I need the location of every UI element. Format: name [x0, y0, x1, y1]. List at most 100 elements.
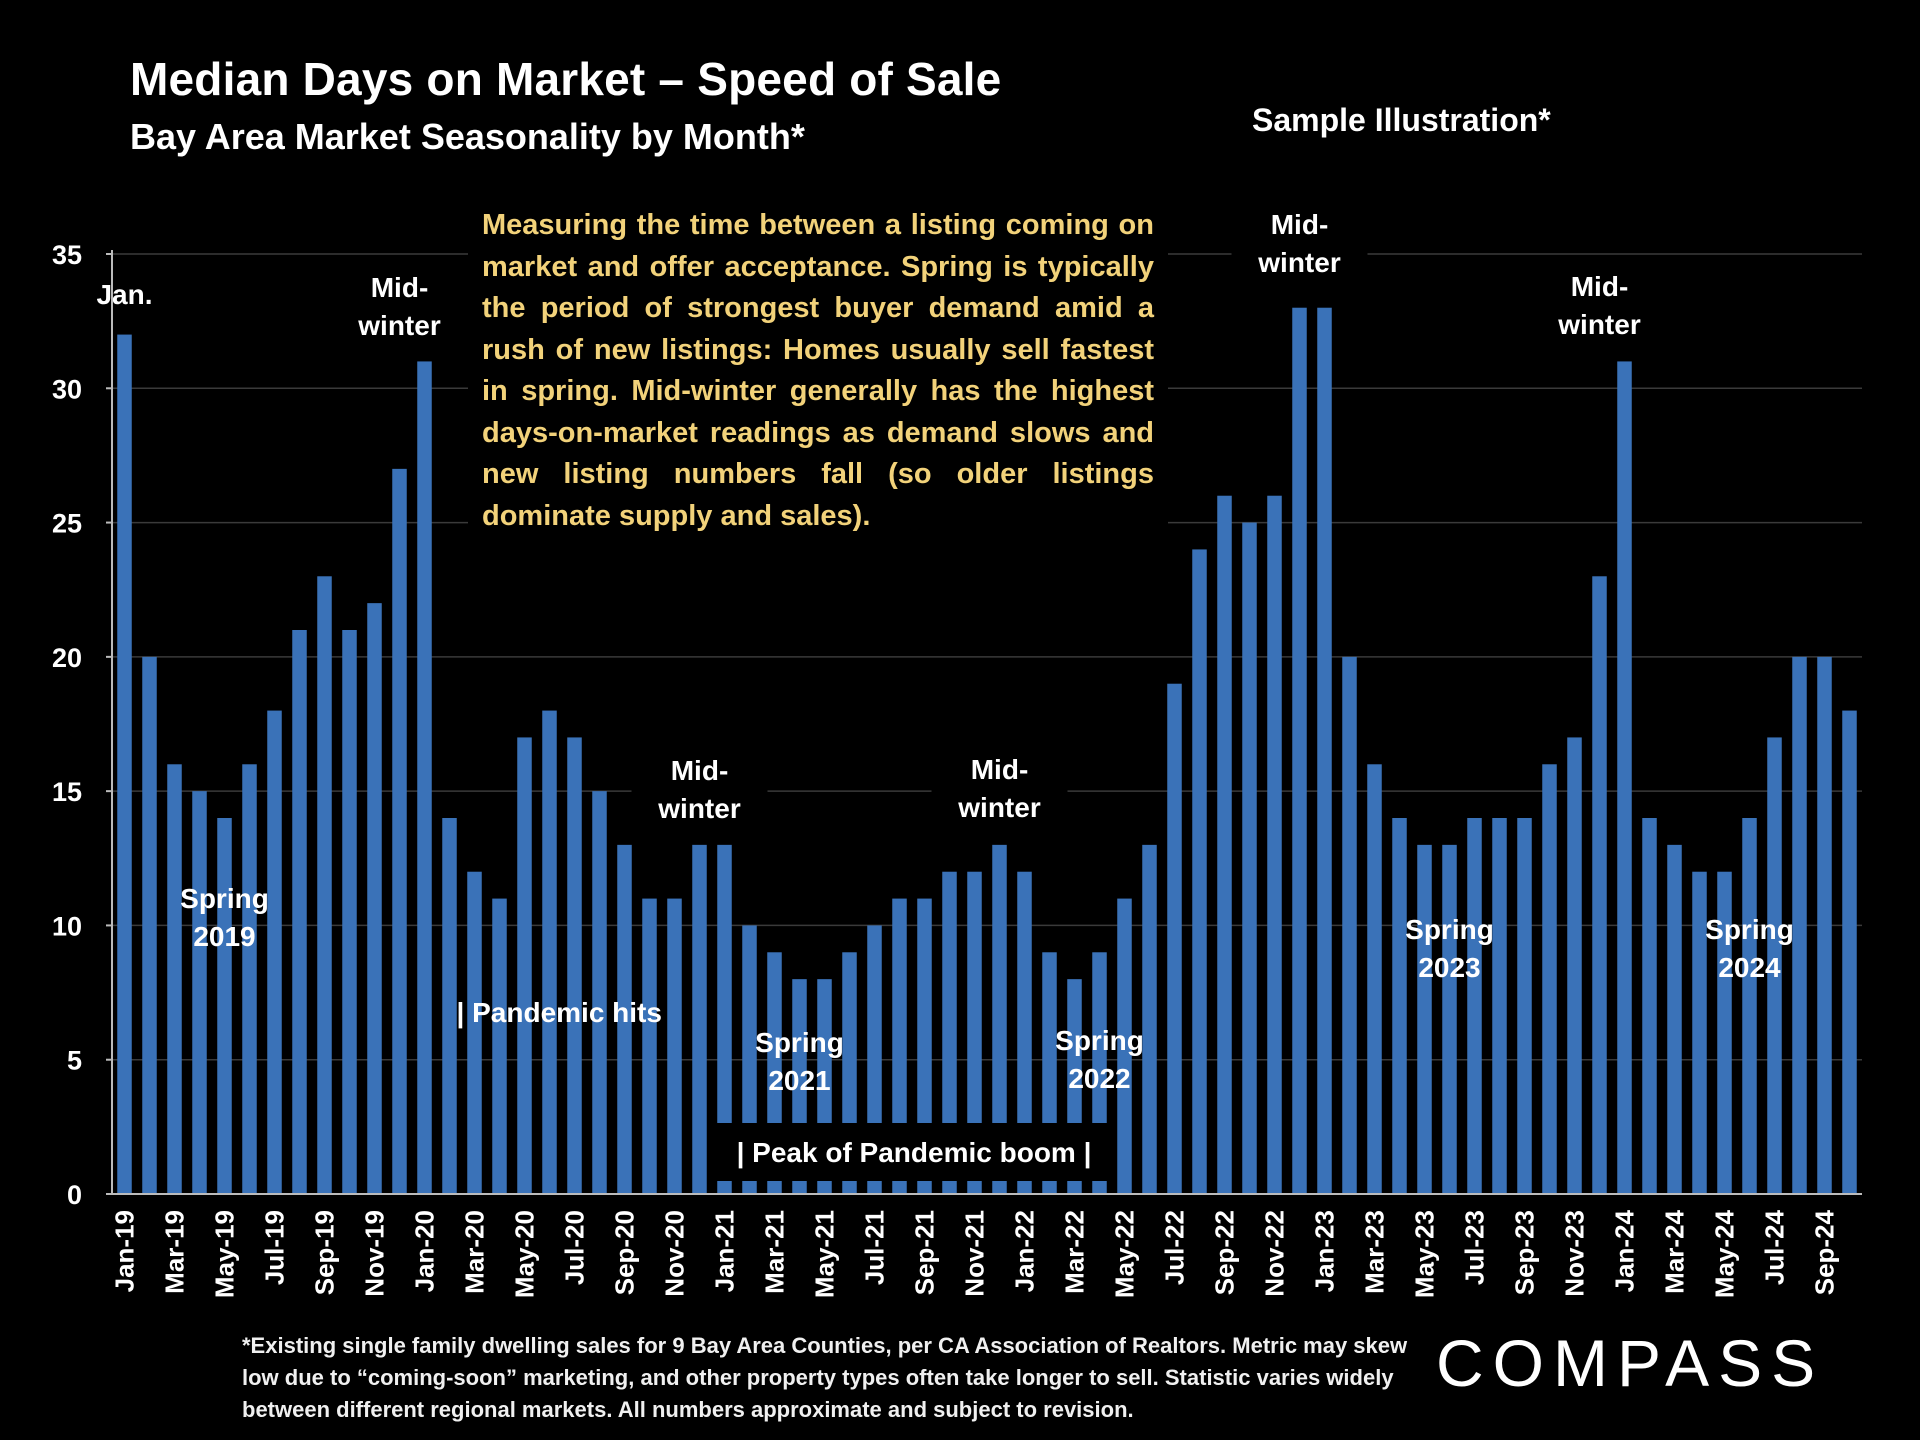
peak-label-box — [712, 1123, 1116, 1181]
x-tick-label: Jul-23 — [1460, 1210, 1490, 1285]
chart-subtitle: Bay Area Market Seasonality by Month* — [130, 116, 805, 157]
bar-Oct-22 — [1242, 522, 1257, 1194]
bar-Jun-20 — [542, 710, 557, 1194]
annotation-backing — [631, 748, 768, 828]
annotation-label: Spring — [1705, 914, 1794, 945]
bar-May-24 — [1717, 871, 1732, 1194]
x-tick-label: Jan-22 — [1010, 1210, 1040, 1292]
annotation-label: 2022 — [1068, 1063, 1130, 1094]
bar-Mar-19 — [167, 764, 182, 1194]
x-tick-label: May-21 — [810, 1210, 840, 1298]
annotation-label: Mid- — [371, 272, 429, 303]
bar-Nov-22 — [1267, 495, 1282, 1194]
compass-logo: COMPASS — [1436, 1326, 1825, 1400]
annotation-label: | Pandemic hits — [457, 997, 662, 1028]
bar-Sep-22 — [1217, 495, 1232, 1194]
annotation-label: Jan. — [96, 279, 152, 310]
x-tick-label: Sep-22 — [1210, 1210, 1240, 1295]
bar-Apr-24 — [1692, 871, 1707, 1194]
annotation-label: winter — [1257, 247, 1341, 278]
bar-Jun-23 — [1442, 844, 1457, 1194]
bar-Feb-20 — [442, 818, 457, 1194]
annotation-backing — [1231, 202, 1368, 282]
x-tick-label: Sep-24 — [1810, 1209, 1840, 1295]
bar-Jul-19 — [267, 710, 282, 1194]
sample-illustration-label: Sample Illustration* — [1252, 102, 1551, 138]
bar-Apr-20 — [492, 898, 507, 1194]
bar-Jan-21 — [717, 844, 732, 1194]
bar-Jun-22 — [1142, 844, 1157, 1194]
bar-Jul-22 — [1167, 683, 1182, 1194]
annotation-label: Spring — [1405, 914, 1494, 945]
bar-Aug-21 — [892, 898, 907, 1194]
x-tick-label: Mar-19 — [160, 1210, 190, 1294]
annotation-label: 2023 — [1418, 952, 1480, 983]
bar-Dec-23 — [1592, 576, 1607, 1194]
bar-Oct-20 — [642, 898, 657, 1194]
bar-Oct-23 — [1542, 764, 1557, 1194]
y-tick-label: 20 — [52, 643, 82, 673]
bar-Dec-22 — [1292, 307, 1307, 1194]
x-tick-label: Sep-21 — [910, 1210, 940, 1295]
annotation-label: Mid- — [671, 755, 729, 786]
bar-Apr-19 — [192, 791, 207, 1194]
annotation-label: Spring — [180, 883, 269, 914]
annotation-label: winter — [657, 793, 741, 824]
bar-Aug-22 — [1192, 549, 1207, 1194]
x-tick-label: Sep-23 — [1510, 1210, 1540, 1295]
axes — [106, 250, 1862, 1195]
x-tick-label: Mar-24 — [1660, 1209, 1690, 1293]
bar-May-23 — [1417, 844, 1432, 1194]
x-tick-label: May-20 — [510, 1210, 540, 1298]
x-tick-label: Jul-19 — [260, 1210, 290, 1285]
annotation-label: 2024 — [1718, 952, 1781, 983]
explanation-callout: Measuring the time between a listing com… — [468, 205, 1168, 537]
x-tick-label: Mar-23 — [1360, 1210, 1390, 1294]
annotation-label: winter — [357, 310, 441, 341]
annotation-label: Mid- — [1271, 209, 1329, 240]
bar-Jun-24 — [1742, 818, 1757, 1194]
bar-Jul-20 — [567, 737, 582, 1194]
bar-Jan-20 — [417, 361, 432, 1194]
bar-Mar-23 — [1367, 764, 1382, 1194]
bar-Sep-24 — [1817, 656, 1832, 1194]
annotation-label: Spring — [1055, 1025, 1144, 1056]
annotation-peak-pandemic-boom: | Peak of Pandemic boom | — [737, 1137, 1092, 1168]
bar-Aug-20 — [592, 791, 607, 1194]
y-tick-label: 0 — [67, 1180, 82, 1210]
x-tick-label: Nov-22 — [1260, 1210, 1290, 1297]
y-tick-label: 30 — [52, 374, 82, 404]
x-tick-label: Jul-21 — [860, 1210, 890, 1285]
bar-Feb-19 — [142, 656, 157, 1194]
bar-Jun-19 — [242, 764, 257, 1194]
x-tick-label: Jul-22 — [1160, 1210, 1190, 1285]
bar-Sep-20 — [617, 844, 632, 1194]
annotation-label: Mid- — [1571, 271, 1629, 302]
x-tick-label: Jul-24 — [1760, 1209, 1790, 1285]
bars — [117, 307, 1857, 1195]
x-tick-label: Mar-20 — [460, 1210, 490, 1294]
y-tick-label: 25 — [52, 509, 82, 539]
x-tick-label: Jan-24 — [1610, 1209, 1640, 1292]
tick-labels: 0 5 10 15 20 25 30 35 Jan-19 Mar-19 May-19 Jul-19 Se… — [52, 240, 1840, 1298]
bar-Sep-19 — [317, 576, 332, 1194]
bar-Aug-19 — [292, 630, 307, 1194]
bar-Jan-24 — [1617, 361, 1632, 1194]
bar-Dec-20 — [692, 844, 707, 1194]
bar-Jul-24 — [1767, 737, 1782, 1194]
x-tick-label: Jan-19 — [110, 1210, 140, 1292]
x-tick-label: Jul-20 — [560, 1210, 590, 1285]
bar-May-19 — [217, 818, 232, 1194]
bar-Nov-21 — [967, 871, 982, 1194]
x-tick-label: May-23 — [1410, 1210, 1440, 1298]
x-tick-label: Nov-19 — [360, 1210, 390, 1297]
x-tick-label: May-22 — [1110, 1210, 1140, 1298]
bar-Feb-24 — [1642, 818, 1657, 1194]
x-tick-label: Jan-20 — [410, 1210, 440, 1292]
annotation-label: Spring — [755, 1027, 844, 1058]
bar-Jul-23 — [1467, 818, 1482, 1194]
annotation-label: 2019 — [193, 921, 255, 952]
chart-title: Median Days on Market – Speed of Sale — [130, 53, 1002, 105]
bar-Mar-20 — [467, 871, 482, 1194]
bar-Dec-21 — [992, 844, 1007, 1194]
